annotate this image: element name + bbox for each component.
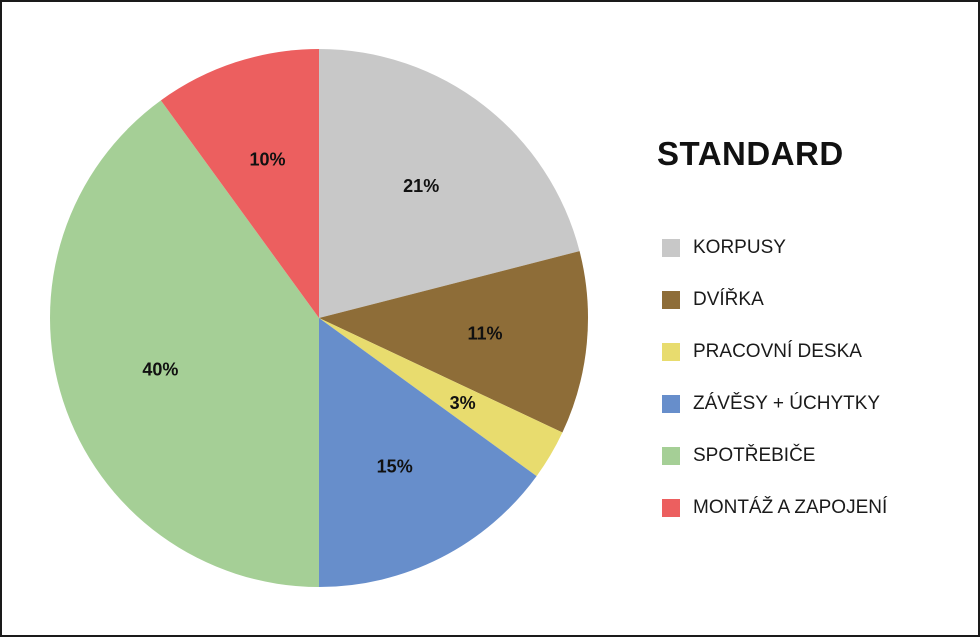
- legend-item-spotrebice: SPOTŘEBIČE: [662, 430, 887, 482]
- legend-item-korpusy: KORPUSY: [662, 222, 887, 274]
- legend-swatch-korpusy: [662, 239, 680, 257]
- legend-label-spotrebice: SPOTŘEBIČE: [693, 445, 816, 466]
- legend-item-dvirka: DVÍŘKA: [662, 274, 887, 326]
- legend-swatch-pracovni-deska: [662, 343, 680, 361]
- legend-item-pracovni-deska: PRACOVNÍ DESKA: [662, 326, 887, 378]
- pie-slice-montaz-a-zapojeni: [160, 49, 319, 318]
- slice-label-korpusy: 21%: [403, 176, 439, 196]
- slice-label-pracovni-deska: 3%: [450, 393, 476, 413]
- slice-label-dvirka: 11%: [467, 324, 502, 344]
- slice-label-montaz-a-zapojeni: 10%: [249, 149, 285, 169]
- legend-label-pracovni-deska: PRACOVNÍ DESKA: [693, 341, 862, 362]
- pie-slice-zavesy-uchytky: [319, 318, 537, 587]
- chart-title: STANDARD: [657, 135, 844, 172]
- legend-item-montaz-a-zapojeni: MONTÁŽ A ZAPOJENÍ: [662, 482, 887, 534]
- legend-swatch-montaz-a-zapojeni: [662, 499, 680, 517]
- legend-label-zavesy-uchytky: ZÁVĚSY + ÚCHYTKY: [693, 393, 881, 414]
- pie-slice-dvirka: [319, 251, 588, 433]
- pie-slice-pracovni-deska: [319, 318, 563, 477]
- slice-label-zavesy-uchytky: 15%: [377, 457, 413, 477]
- slice-label-spotrebice: 40%: [142, 360, 178, 380]
- legend-item-zavesy-uchytky: ZÁVĚSY + ÚCHYTKY: [662, 378, 887, 430]
- legend: KORPUSY DVÍŘKA PRACOVNÍ DESKA ZÁVĚSY + ÚCHY…: [662, 222, 887, 534]
- pie-slice-korpusy: [319, 49, 580, 318]
- pie-slice-spotrebice: [49, 100, 319, 588]
- legend-swatch-zavesy-uchytky: [662, 395, 680, 413]
- legend-label-montaz-a-zapojeni: MONTÁŽ A ZAPOJENÍ: [693, 497, 888, 518]
- legend-label-korpusy: KORPUSY: [693, 237, 786, 258]
- legend-swatch-spotrebice: [662, 447, 680, 465]
- legend-swatch-dvirka: [662, 291, 680, 309]
- legend-label-dvirka: DVÍŘKA: [693, 289, 764, 310]
